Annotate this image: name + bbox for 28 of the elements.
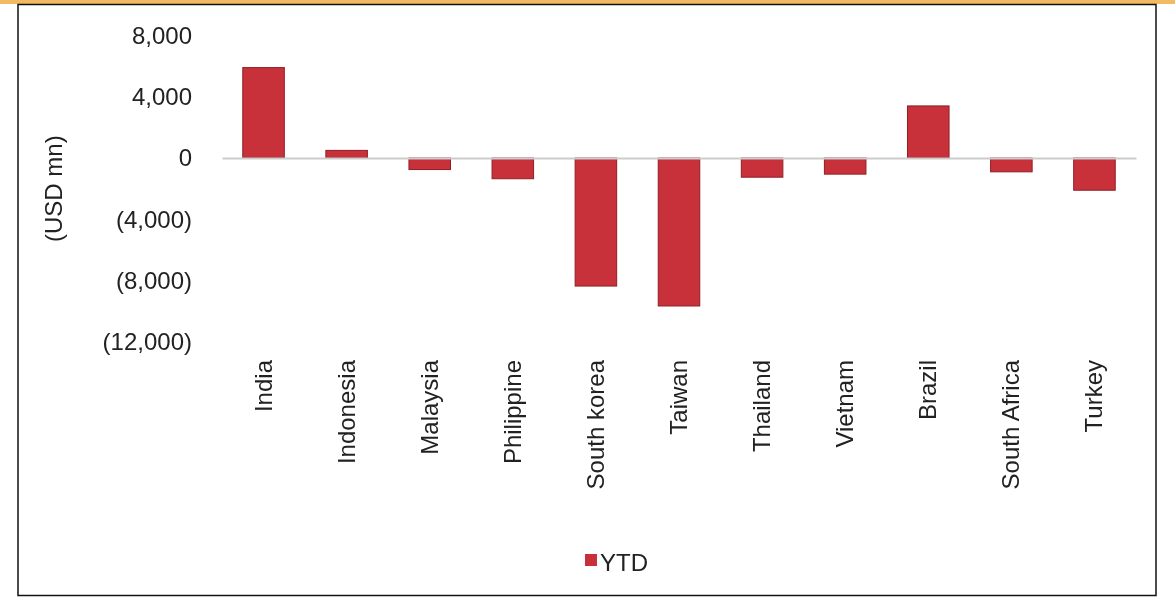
x-tick-label: Thailand — [748, 360, 776, 453]
x-tick-label: Taiwan — [665, 360, 692, 435]
x-tick-label: Malaysia — [415, 359, 443, 455]
bar — [823, 157, 867, 175]
x-tick-label: India — [249, 359, 277, 413]
x-tick-label: Vietnam — [831, 360, 859, 448]
x-tick-label: Turkey — [1080, 360, 1108, 433]
y-tick-label: (12,000) — [102, 328, 192, 356]
y-tick-label: (4,000) — [115, 205, 192, 233]
bar — [657, 157, 701, 307]
x-tick-label: Brazil — [914, 360, 942, 421]
x-tick-label: South korea — [581, 359, 609, 490]
y-tick-label: 0 — [178, 144, 192, 172]
y-tick-label: 4,000 — [131, 82, 192, 110]
bar — [242, 67, 285, 159]
bar — [325, 149, 368, 159]
y-tick-label: (8,000) — [115, 266, 192, 294]
y-tick-label: 8,000 — [131, 21, 192, 49]
bar — [907, 105, 950, 159]
bar — [740, 157, 784, 178]
y-axis-title: (USD mn) — [40, 135, 67, 243]
bar — [491, 157, 535, 180]
x-tick-label: Philippine — [498, 360, 526, 465]
bar — [1073, 157, 1116, 191]
x-tick-label: South Africa — [997, 359, 1025, 490]
x-tick-label: Indonesia — [332, 359, 360, 465]
bar — [574, 157, 618, 287]
legend-label: YTD — [600, 549, 648, 577]
